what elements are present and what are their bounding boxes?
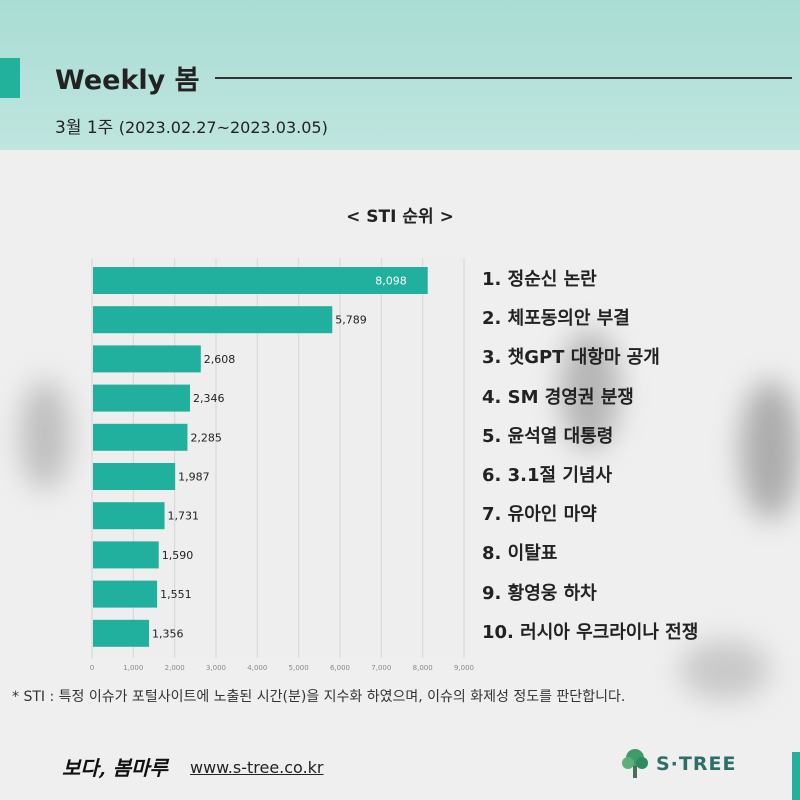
bar-value-label: 2,608: [204, 353, 236, 366]
bar-value-label: 2,285: [190, 431, 222, 444]
bar-value-label: 5,789: [335, 314, 367, 327]
rank-item: 3. 챗GPT 대항마 공개: [482, 347, 660, 369]
logo-text: S·TREE: [656, 753, 737, 775]
date-range: (2023.02.27~2023.03.05): [118, 118, 328, 137]
x-tick-label: 3,000: [206, 664, 226, 672]
bar: [93, 541, 159, 569]
rank-item: 1. 정순신 논란: [482, 269, 597, 290]
page-title: Weekly 봄: [55, 65, 200, 96]
x-tick-label: 4,000: [247, 664, 267, 672]
title-divider: [215, 77, 792, 79]
footnote: * STI : 특정 이슈가 포털사이트에 노출된 시간(분)을 지수화 하였으…: [12, 689, 626, 705]
stree-logo: S·TREE: [620, 748, 736, 780]
chart-title: < STI 순위 >: [346, 207, 454, 227]
bar-value-label: 1,731: [168, 510, 200, 523]
bar: [93, 580, 158, 608]
background-blur: [740, 380, 800, 520]
bar-chart: 0 1,000 2,000 3,000 4,000 5,000 6,000 7,000 8,00…: [90, 258, 474, 672]
rank-item: 9. 황영웅 하차: [482, 582, 597, 604]
bar: [93, 619, 150, 647]
website-link[interactable]: www.s-tree.co.kr: [190, 758, 324, 777]
bar-value-label: 2,346: [193, 392, 225, 405]
rank-item: 6. 3.1절 기념사: [482, 464, 613, 486]
bar-value-label: 8,098: [375, 275, 407, 288]
bar: [93, 384, 190, 412]
rank-item: 4. SM 경영권 분쟁: [482, 386, 634, 408]
x-tick-label: 6,000: [330, 664, 350, 672]
rank-item: 7. 유아인 마약: [482, 504, 597, 526]
x-tick-label: 5,000: [289, 664, 309, 672]
bar-value-label: 1,356: [152, 627, 184, 640]
bar-value-label: 1,987: [178, 471, 210, 484]
x-tick-label: 1,000: [123, 664, 143, 672]
rank-item: 5. 윤석열 대통령: [482, 425, 614, 447]
rank-item: 8. 이탈표: [482, 543, 558, 565]
week-subtitle: 3월 1주 (2023.02.27~2023.03.05): [55, 113, 328, 138]
ranking-list: 1. 정순신 논란 2. 체포동의안 부결 3. 챗GPT 대항마 공개 4. SM …: [482, 265, 698, 657]
rank-item: 2. 체포동의안 부결: [482, 308, 630, 330]
tree-icon: [622, 749, 648, 778]
x-tick-label: 8,000: [413, 664, 433, 672]
bar: [93, 345, 201, 373]
bar-value-label: 1,590: [162, 549, 194, 562]
x-tick-label: 9,000: [454, 664, 474, 672]
background-blur: [20, 380, 70, 490]
background-blur: [680, 640, 770, 700]
bar: [93, 306, 333, 334]
signature-logo: 보다, 봄마루: [62, 756, 168, 780]
x-tick-label: 0: [90, 664, 94, 672]
x-tick-label: 7,000: [371, 664, 391, 672]
header-banner: [0, 0, 800, 150]
bar-value-label: 1,551: [160, 588, 192, 601]
rank-item: 10. 러시아 우크라이나 전쟁: [482, 621, 699, 643]
x-tick-label: 2,000: [165, 664, 185, 672]
bar: [93, 463, 176, 490]
bar: [93, 267, 428, 294]
background-blur: [560, 330, 620, 450]
corner-accent: [792, 752, 800, 800]
week-label: 3월 1주: [55, 118, 114, 138]
bar: [93, 502, 165, 530]
bar: [93, 423, 188, 451]
accent-bar: [0, 58, 20, 98]
